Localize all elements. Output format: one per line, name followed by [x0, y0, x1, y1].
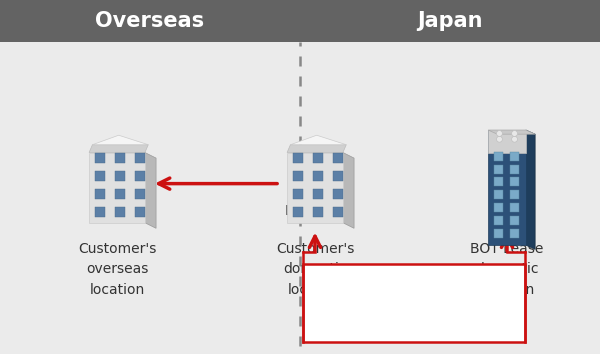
Circle shape [497, 131, 502, 136]
Circle shape [512, 131, 517, 136]
Bar [488, 130, 526, 245]
Bar [293, 171, 302, 181]
Text: Japan: Japan [417, 11, 483, 31]
Bar [293, 189, 302, 199]
Polygon shape [89, 145, 148, 153]
Polygon shape [343, 153, 354, 228]
Bar [494, 203, 503, 212]
Bar [293, 207, 302, 217]
Bar [510, 203, 519, 212]
Bar [494, 229, 503, 238]
Bar [494, 190, 503, 199]
Bar [313, 171, 323, 181]
Bar [135, 153, 145, 162]
Bar [510, 229, 519, 238]
Circle shape [497, 136, 502, 142]
Bar [89, 153, 145, 223]
Bar [135, 171, 145, 181]
Bar [287, 153, 343, 223]
Bar [494, 152, 503, 161]
Bar [494, 177, 503, 186]
Circle shape [512, 136, 517, 142]
Bar [313, 189, 323, 199]
Polygon shape [488, 130, 535, 134]
Bar [510, 165, 519, 173]
Bar [115, 207, 125, 217]
Bar [95, 189, 104, 199]
Bar [313, 207, 323, 217]
Bar [303, 264, 525, 342]
Bar [313, 153, 323, 162]
Bar [333, 171, 343, 181]
Bar [333, 207, 343, 217]
Polygon shape [290, 135, 346, 145]
Polygon shape [145, 153, 156, 228]
Text: Customer's
overseas
location: Customer's overseas location [78, 242, 156, 297]
Bar [494, 165, 503, 173]
Bar [0, 0, 600, 42]
Bar [333, 189, 343, 199]
Bar [293, 153, 302, 162]
Bar [333, 153, 343, 162]
Text: Lease/Installment
payment contract: Lease/Installment payment contract [368, 288, 480, 318]
Polygon shape [526, 130, 535, 249]
Bar [95, 153, 104, 162]
Bar [510, 152, 519, 161]
Bar [95, 171, 104, 181]
Bar [510, 216, 519, 225]
Bar [135, 207, 145, 217]
Bar [95, 207, 104, 217]
Text: Overseas: Overseas [95, 11, 205, 31]
Polygon shape [92, 135, 148, 145]
Bar [115, 171, 125, 181]
Bar [510, 177, 519, 186]
Bar [488, 130, 526, 153]
Text: Customer's
domestic
location: Customer's domestic location [276, 242, 354, 297]
Text: Lending: Lending [284, 204, 340, 218]
Bar [115, 153, 125, 162]
Polygon shape [287, 145, 346, 153]
Bar [135, 189, 145, 199]
Bar [510, 190, 519, 199]
Text: BOT Lease
domestic
location: BOT Lease domestic location [470, 242, 544, 297]
Bar [115, 189, 125, 199]
Bar [494, 216, 503, 225]
